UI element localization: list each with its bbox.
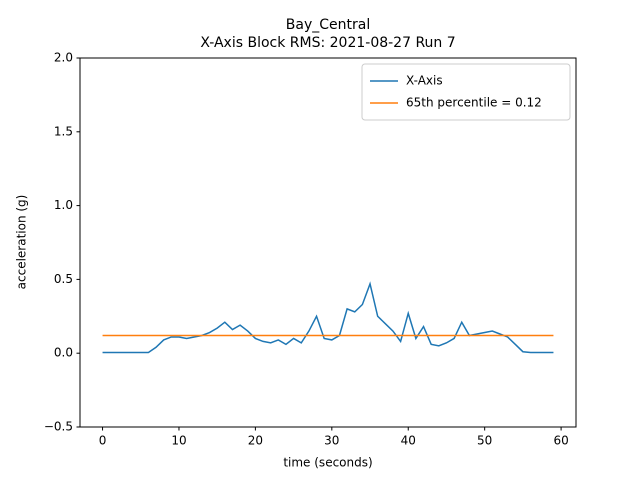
legend-label: X-Axis: [406, 74, 443, 88]
y-tick-label: 2.0: [54, 51, 73, 65]
x-tick-label: 30: [324, 434, 339, 448]
y-tick-label: 1.0: [54, 198, 73, 212]
y-tick-label: −0.5: [44, 420, 73, 434]
y-tick-label: 0.5: [54, 272, 73, 286]
legend-label: 65th percentile = 0.12: [406, 96, 542, 110]
data-line: [102, 281, 554, 354]
x-tick-label: 10: [171, 434, 186, 448]
x-axis-label: time (seconds): [283, 456, 372, 470]
legend: X-Axis 65th percentile = 0.12: [361, 63, 571, 121]
y-tick-label: 0.0: [54, 346, 73, 360]
chart-title: Bay_Central: [286, 17, 370, 33]
x-tick-label: 0: [99, 434, 107, 448]
y-axis-label: acceleration (g): [15, 195, 29, 290]
y-tick-label: 1.5: [54, 124, 73, 138]
plot-frame: [79, 57, 577, 428]
x-tick-label: 20: [248, 434, 263, 448]
chart-subtitle: X-Axis Block RMS: 2021-08-27 Run 7: [200, 35, 455, 51]
legend-box: [361, 63, 571, 121]
x-tick-label: 40: [401, 434, 416, 448]
x-tick-label: 60: [553, 434, 568, 448]
x-tick-label: 50: [477, 434, 492, 448]
